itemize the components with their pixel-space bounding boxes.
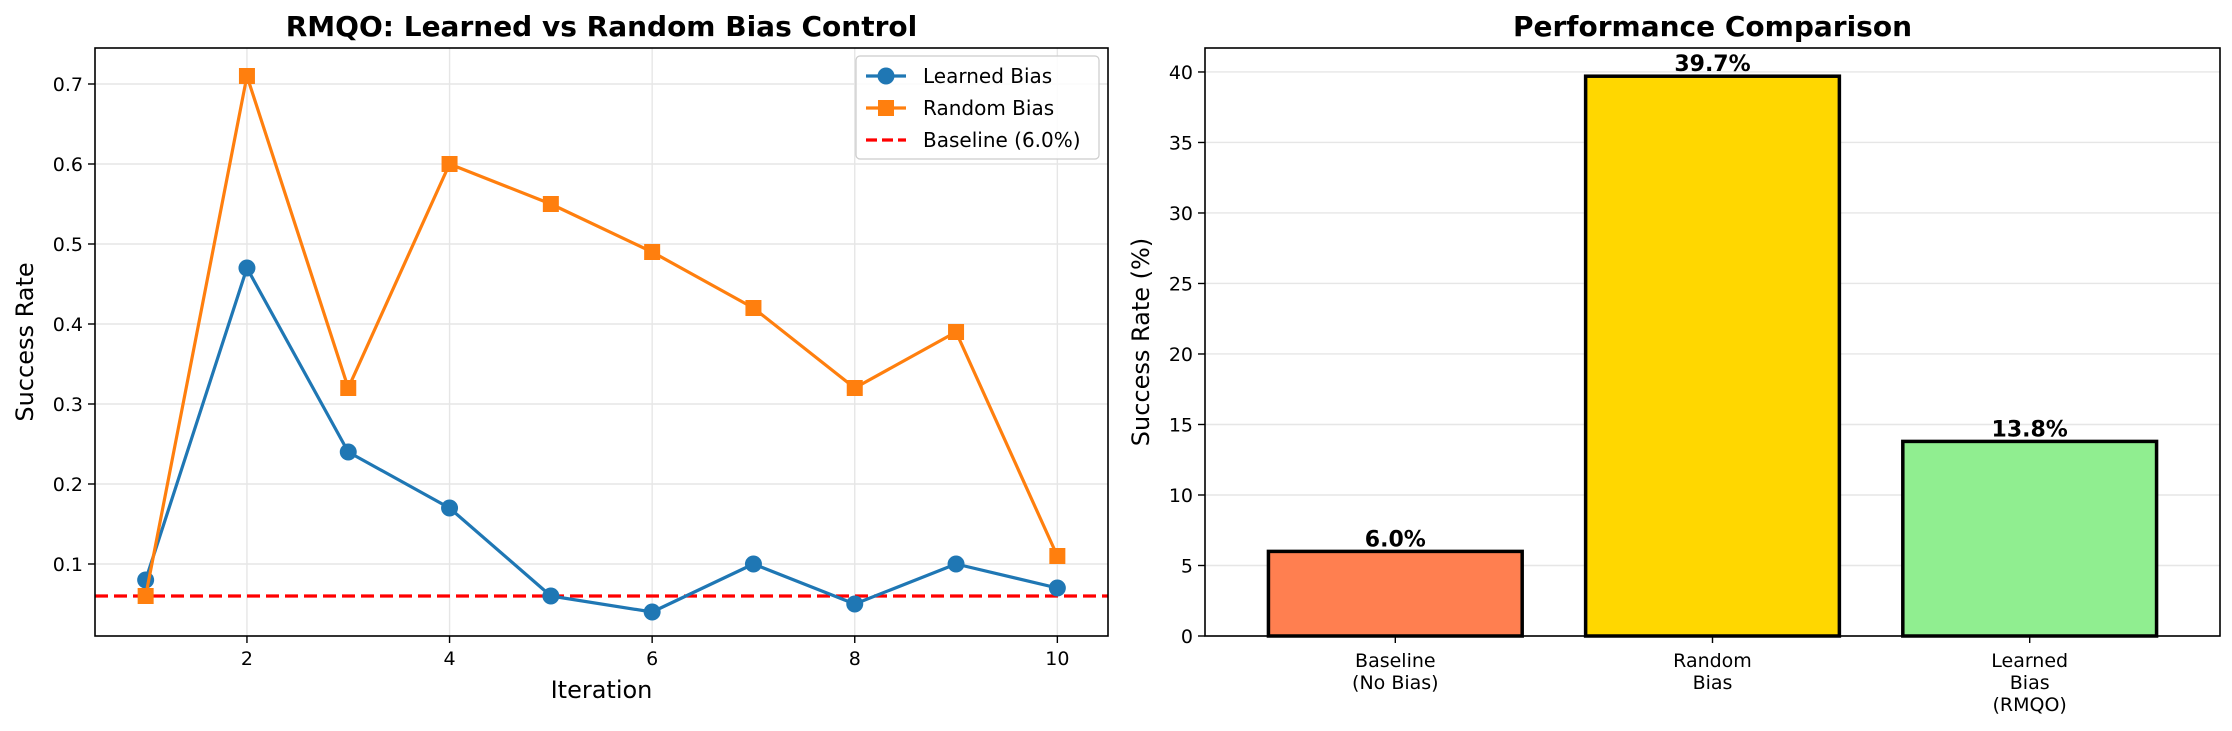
bar [1583, 74, 1842, 638]
y-tick-label: 0.3 [53, 394, 83, 416]
legend-label: Random Bias [923, 96, 1054, 120]
data-point [441, 499, 459, 517]
line-chart-series [137, 68, 1066, 621]
data-point [744, 555, 762, 573]
data-point [238, 68, 255, 84]
bar-group: 39.7% [1583, 52, 1842, 638]
x-tick-label: 10 [1045, 648, 1069, 670]
series-line [144, 266, 1058, 614]
y-tick-label: 0.7 [53, 74, 83, 96]
y-tick-label: 0.1 [53, 554, 83, 576]
bar-chart-y-ticks: 0 5 10 15 20 25 30 35 40 [1169, 62, 1205, 648]
bar [1266, 549, 1524, 638]
data-point [1048, 579, 1066, 597]
data-point [745, 300, 762, 316]
y-tick-label: 0.4 [53, 314, 83, 336]
bar-group: 13.8% [1901, 417, 2159, 638]
legend-entry: Baseline (6.0%) [866, 128, 1081, 152]
x-tick-label-line: Random [1673, 650, 1752, 672]
x-tick-label: Random Bias [1673, 650, 1752, 694]
y-tick-label: 10 [1169, 485, 1193, 507]
x-tick-label: 4 [444, 648, 456, 670]
line-chart-title: RMQO: Learned vs Random Bias Control [286, 10, 917, 43]
x-tick-label-line: (RMQO) [1993, 694, 2067, 716]
bar-value-label: 13.8% [1992, 417, 2068, 442]
legend-entry: Learned Bias [866, 64, 1052, 88]
x-tick-label-line: Bias [2010, 672, 2050, 694]
data-point [948, 324, 965, 340]
data-point [947, 555, 965, 573]
series-line [144, 74, 1059, 597]
y-tick-label: 35 [1169, 132, 1193, 154]
legend-marker [877, 67, 895, 85]
data-point [238, 259, 256, 277]
bar-value-label: 6.0% [1365, 527, 1426, 552]
y-tick-label: 40 [1169, 62, 1193, 84]
x-tick-label-line: Bias [1693, 672, 1733, 694]
data-point [846, 595, 864, 613]
line-chart-x-axis-label: Iteration [551, 676, 653, 704]
y-tick-label: 5 [1181, 555, 1193, 577]
line-chart-grid [95, 48, 1108, 636]
data-point [1049, 548, 1066, 564]
data-point [542, 587, 560, 605]
line-chart-legend: Learned Bias Random Bias Baseline (6.0%) [855, 55, 1100, 160]
bar-value-label: 39.7% [1674, 52, 1750, 77]
x-tick-label-line: Learned [1991, 650, 2068, 672]
x-tick-label: 8 [849, 648, 861, 670]
line-chart-x-ticks: 2 4 6 8 10 [241, 636, 1069, 670]
legend-box [855, 55, 1100, 160]
legend-entry: Random Bias [866, 96, 1054, 120]
bar-chart: Performance Comparison 6.0% 39.7% 13.8% Ba… [1127, 10, 2221, 716]
x-tick-label: 2 [241, 648, 253, 670]
series-random-bias [137, 68, 1066, 604]
y-tick-label: 25 [1169, 273, 1193, 295]
y-tick-label: 0.2 [53, 474, 83, 496]
y-tick-label: 0.6 [53, 154, 83, 176]
y-tick-label: 20 [1169, 344, 1193, 366]
y-tick-label: 0 [1181, 626, 1193, 648]
line-chart-y-axis-label: Success Rate [11, 262, 39, 421]
data-point [643, 603, 661, 621]
data-point [137, 571, 155, 589]
bar [1901, 439, 2159, 638]
series-learned-bias [137, 259, 1066, 621]
line-chart-y-ticks: 0.1 0.2 0.3 0.4 0.5 0.6 0.7 [53, 74, 95, 576]
bar-group: 6.0% [1266, 527, 1524, 638]
bar-chart-y-axis-label: Success Rate (%) [1127, 238, 1155, 446]
x-tick-label: Learned Bias (RMQO) [1991, 650, 2068, 716]
data-point [137, 588, 154, 604]
x-tick-label: 6 [646, 648, 658, 670]
data-point [846, 380, 863, 396]
bar-chart-bars: 6.0% 39.7% 13.8% [1266, 52, 2159, 638]
x-tick-label-line: (No Bias) [1352, 672, 1439, 694]
data-point [644, 244, 661, 260]
data-point [340, 380, 357, 396]
data-point [441, 156, 458, 172]
line-chart-plot-area [94, 47, 1109, 637]
legend-label: Learned Bias [923, 64, 1052, 88]
data-point [542, 196, 559, 212]
y-tick-label: 30 [1169, 203, 1193, 225]
x-tick-label: Baseline (No Bias) [1352, 650, 1439, 694]
legend-marker [878, 100, 894, 116]
bar-chart-title: Performance Comparison [1513, 10, 1912, 43]
line-chart: RMQO: Learned vs Random Bias Control 2 4 6… [11, 10, 1109, 704]
y-tick-label: 0.5 [53, 234, 83, 256]
legend-label: Baseline (6.0%) [923, 128, 1081, 152]
y-tick-label: 15 [1169, 414, 1193, 436]
data-point [339, 443, 357, 461]
x-tick-label-line: Baseline [1355, 650, 1436, 672]
